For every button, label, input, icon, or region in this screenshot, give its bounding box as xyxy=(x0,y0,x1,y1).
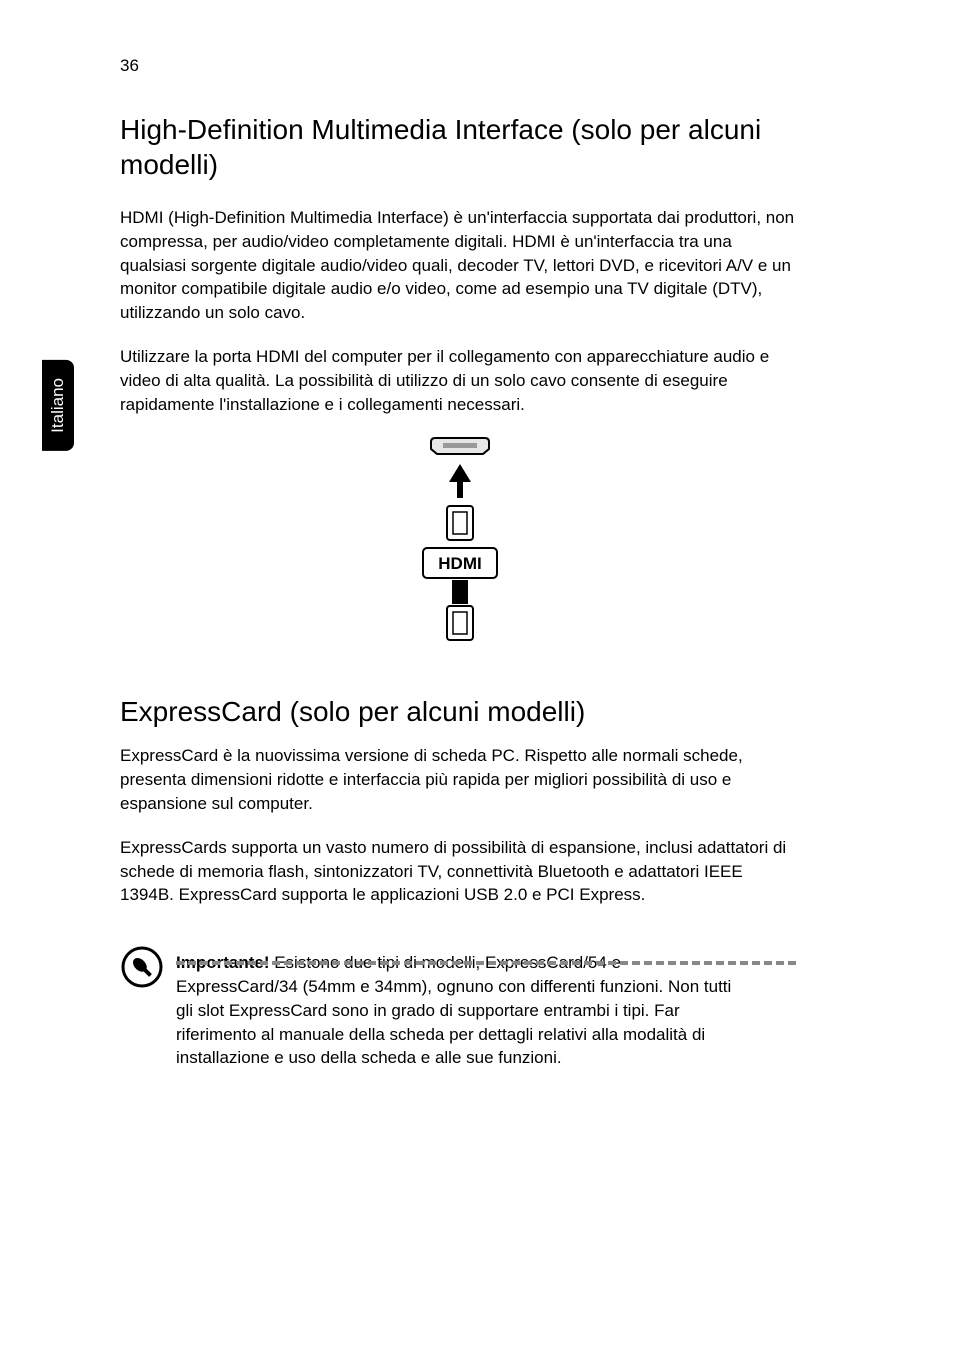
section1-para2: Utilizzare la porta HDMI del computer pe… xyxy=(120,345,800,416)
page-content: High-Definition Multimedia Interface (so… xyxy=(120,112,800,1070)
section2-para2: ExpressCards supporta un vasto numero di… xyxy=(120,836,800,907)
section2-title: ExpressCard (solo per alcuni modelli) xyxy=(120,696,800,728)
section1-title: High-Definition Multimedia Interface (so… xyxy=(120,112,800,182)
hdmi-diagram-icon: HDMI xyxy=(405,436,515,656)
note-block: Importante! Esistono due tipi di modelli… xyxy=(120,951,800,1070)
note-divider xyxy=(176,961,796,965)
language-tab: Italiano xyxy=(42,360,74,451)
section1-para1: HDMI (High-Definition Multimedia Interfa… xyxy=(120,206,800,325)
section2-para1: ExpressCard è la nuovissima versione di … xyxy=(120,744,800,815)
important-icon xyxy=(120,945,164,994)
hdmi-figure: HDMI xyxy=(120,436,800,656)
page-number: 36 xyxy=(120,56,139,76)
hdmi-label: HDMI xyxy=(438,554,481,573)
note-text: Importante! Esistono due tipi di modelli… xyxy=(176,951,736,1070)
